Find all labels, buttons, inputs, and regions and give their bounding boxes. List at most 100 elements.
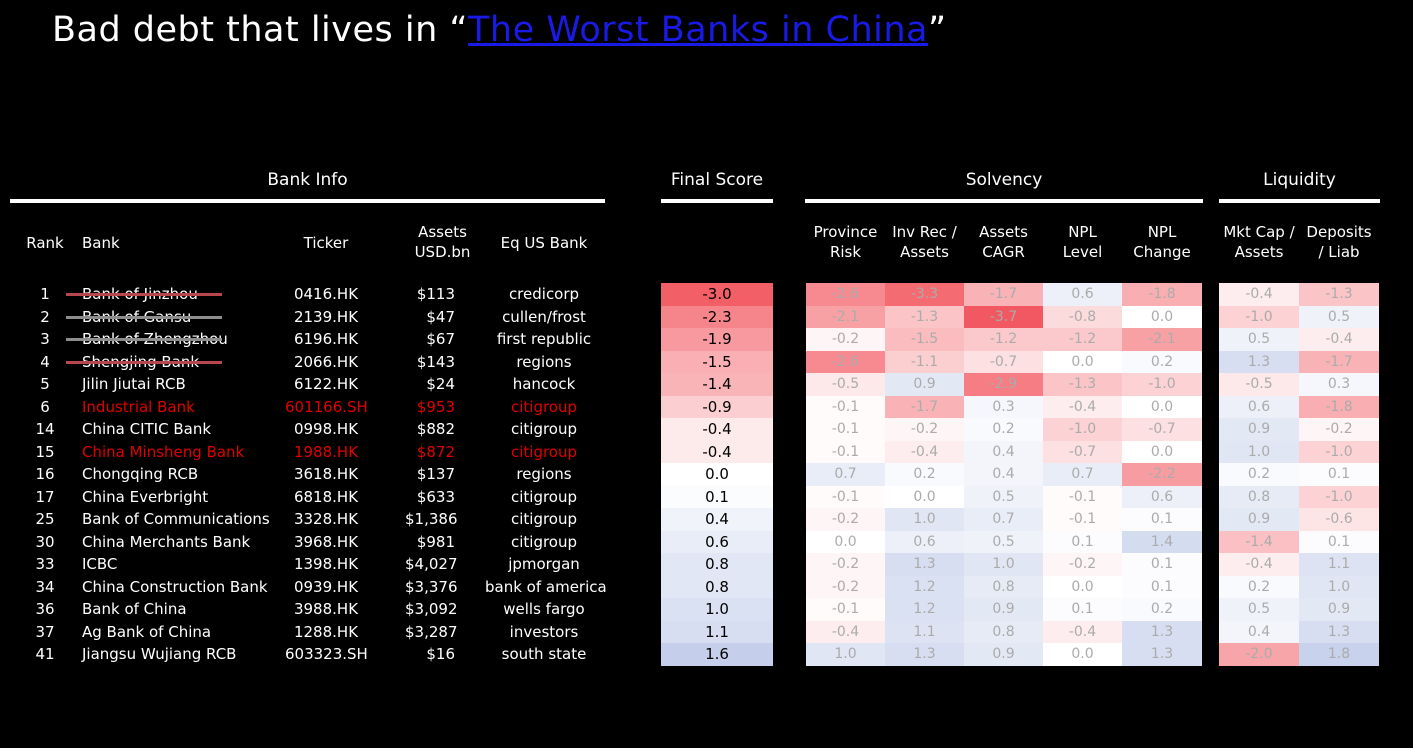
- npl-level-cell: -0.8: [1043, 305, 1122, 328]
- province-risk-cell: -2.6: [806, 283, 885, 306]
- bank-name-cell: China Minsheng Bank: [82, 442, 245, 461]
- rank-cell: 15: [35, 442, 55, 461]
- deposits-liab-cell: -1.3: [1299, 283, 1379, 306]
- final-score-cell: 0.6: [661, 530, 773, 553]
- eq-us-bank-cell: cullen/frost: [502, 307, 586, 326]
- mkt-cap-assets-cell: 1.0: [1219, 440, 1299, 463]
- eq-us-bank-cell: citigroup: [510, 442, 578, 461]
- inv-rec-assets-cell: 0.0: [885, 485, 964, 508]
- mkt-cap-assets-cell: -2.0: [1219, 643, 1299, 666]
- assets-cagr-cell: -0.7: [964, 350, 1043, 373]
- col-npl-level: NPL Level: [1062, 223, 1103, 261]
- ticker-cell: 1988.HK: [293, 442, 359, 461]
- rank-cell: 41: [35, 645, 55, 663]
- assets-cell: $3,287: [405, 622, 458, 641]
- title-link[interactable]: The Worst Banks in China: [468, 10, 928, 50]
- assets-cagr-cell: 0.4: [964, 463, 1043, 486]
- inv-rec-assets-cell: 1.3: [885, 643, 964, 666]
- col-ticker: Ticker: [303, 234, 349, 252]
- section-liquidity-rule: [1219, 199, 1380, 203]
- province-risk-cell: -0.4: [806, 620, 885, 643]
- mkt-cap-assets-cell: -0.5: [1219, 373, 1299, 396]
- npl-change-cell: 1.4: [1122, 530, 1202, 553]
- ticker-cell: 2139.HK: [293, 307, 359, 326]
- assets-cagr-cell: 0.8: [964, 620, 1043, 643]
- rank-cell: 33: [35, 555, 55, 573]
- province-risk-cell: -0.2: [806, 575, 885, 598]
- assets-cell: $3,376: [405, 577, 458, 596]
- table-row: 16 Chongqing RCB 3618.HK $137 regions 0.0 0.7 0…: [0, 463, 1413, 486]
- npl-change-cell: -1.0: [1122, 373, 1202, 396]
- eq-us-bank-cell: citigroup: [510, 510, 578, 528]
- eq-us-bank-cell: jpmorgan: [508, 555, 580, 573]
- bank-name-cell: China Everbright: [82, 487, 209, 506]
- final-score-cell: 1.1: [661, 620, 773, 643]
- deposits-liab-cell: 0.1: [1299, 463, 1379, 486]
- assets-cell: $143: [416, 352, 455, 371]
- assets-cell: $872: [416, 442, 455, 461]
- col-mkt-cap-assets: Mkt Cap / Assets: [1223, 223, 1295, 261]
- npl-change-cell: 0.2: [1122, 598, 1202, 621]
- npl-level-cell: 0.1: [1043, 598, 1122, 621]
- col-npl-change: NPL Change: [1133, 223, 1191, 261]
- ticker-cell: 601166.SH: [285, 397, 368, 416]
- mkt-cap-assets-cell: 0.9: [1219, 418, 1299, 441]
- ticker-cell: 3328.HK: [293, 510, 359, 528]
- rank-cell: 25: [35, 510, 55, 528]
- bank-name-cell: Jiangsu Wujiang RCB: [82, 645, 237, 663]
- table-row: 4 Shengjing Bank 2066.HK $143 regions -1.5 -2.…: [0, 350, 1413, 373]
- eq-us-bank-cell: citigroup: [510, 397, 578, 416]
- bank-name-cell: Ag Bank of China: [82, 622, 212, 641]
- table-row: 1 Bank of Jinzhou 0416.HK $113 credicorp -3.0…: [0, 283, 1413, 306]
- assets-cagr-cell: 0.4: [964, 440, 1043, 463]
- assets-cagr-cell: 0.2: [964, 418, 1043, 441]
- mkt-cap-assets-cell: 0.4: [1219, 620, 1299, 643]
- final-score-cell: -0.4: [661, 418, 773, 441]
- inv-rec-assets-cell: -1.3: [885, 305, 964, 328]
- mkt-cap-assets-cell: 0.6: [1219, 395, 1299, 418]
- eq-us-bank-cell: south state: [501, 645, 587, 663]
- table-row: 15 China Minsheng Bank 1988.HK $872 citigrou…: [0, 440, 1413, 463]
- eq-us-bank-cell: investors: [509, 622, 579, 641]
- final-score-cell: 0.8: [661, 553, 773, 576]
- bank-name-cell: China Merchants Bank: [82, 532, 251, 551]
- rank-cell: 16: [35, 465, 55, 483]
- province-risk-cell: 0.7: [806, 463, 885, 486]
- inv-rec-assets-cell: -1.1: [885, 350, 964, 373]
- section-bank-info-rule: [10, 199, 605, 203]
- npl-level-cell: -1.3: [1043, 373, 1122, 396]
- npl-level-cell: 0.0: [1043, 643, 1122, 666]
- mkt-cap-assets-cell: 1.3: [1219, 350, 1299, 373]
- table-row: 34 China Construction Bank 0939.HK $3,376 ba…: [0, 575, 1413, 598]
- ticker-cell: 6818.HK: [293, 487, 359, 506]
- inv-rec-assets-cell: 1.3: [885, 553, 964, 576]
- npl-level-cell: -0.1: [1043, 485, 1122, 508]
- final-score-cell: 0.1: [661, 485, 773, 508]
- province-risk-cell: -2.1: [806, 305, 885, 328]
- final-score-cell: -2.3: [661, 305, 773, 328]
- rank-cell: 6: [40, 397, 50, 416]
- province-risk-cell: 1.0: [806, 643, 885, 666]
- table-row: 3 Bank of Zhengzhou 6196.HK $67 first republ…: [0, 328, 1413, 351]
- ticker-cell: 0416.HK: [293, 285, 359, 303]
- deposits-liab-cell: 0.9: [1299, 598, 1379, 621]
- npl-level-cell: 0.0: [1043, 350, 1122, 373]
- table-row: 37 Ag Bank of China 1288.HK $3,287 investors…: [0, 620, 1413, 643]
- inv-rec-assets-cell: 1.2: [885, 598, 964, 621]
- table-row: 14 China CITIC Bank 0998.HK $882 citigroup -0…: [0, 418, 1413, 441]
- npl-change-cell: 1.3: [1122, 643, 1202, 666]
- npl-change-cell: 0.1: [1122, 553, 1202, 576]
- assets-cell: $137: [416, 465, 455, 483]
- final-score-cell: -1.5: [661, 350, 773, 373]
- assets-cagr-cell: 0.8: [964, 575, 1043, 598]
- rank-cell: 4: [40, 352, 50, 371]
- province-risk-cell: -0.1: [806, 418, 885, 441]
- inv-rec-assets-cell: 0.2: [885, 463, 964, 486]
- mkt-cap-assets-cell: 0.5: [1219, 598, 1299, 621]
- eq-us-bank-cell: citigroup: [510, 487, 578, 506]
- section-solvency-rule: [805, 199, 1203, 203]
- eq-us-bank-cell: hancock: [512, 375, 576, 393]
- eq-us-bank-cell: citigroup: [510, 532, 578, 551]
- inv-rec-assets-cell: -0.2: [885, 418, 964, 441]
- mkt-cap-assets-cell: 0.5: [1219, 328, 1299, 351]
